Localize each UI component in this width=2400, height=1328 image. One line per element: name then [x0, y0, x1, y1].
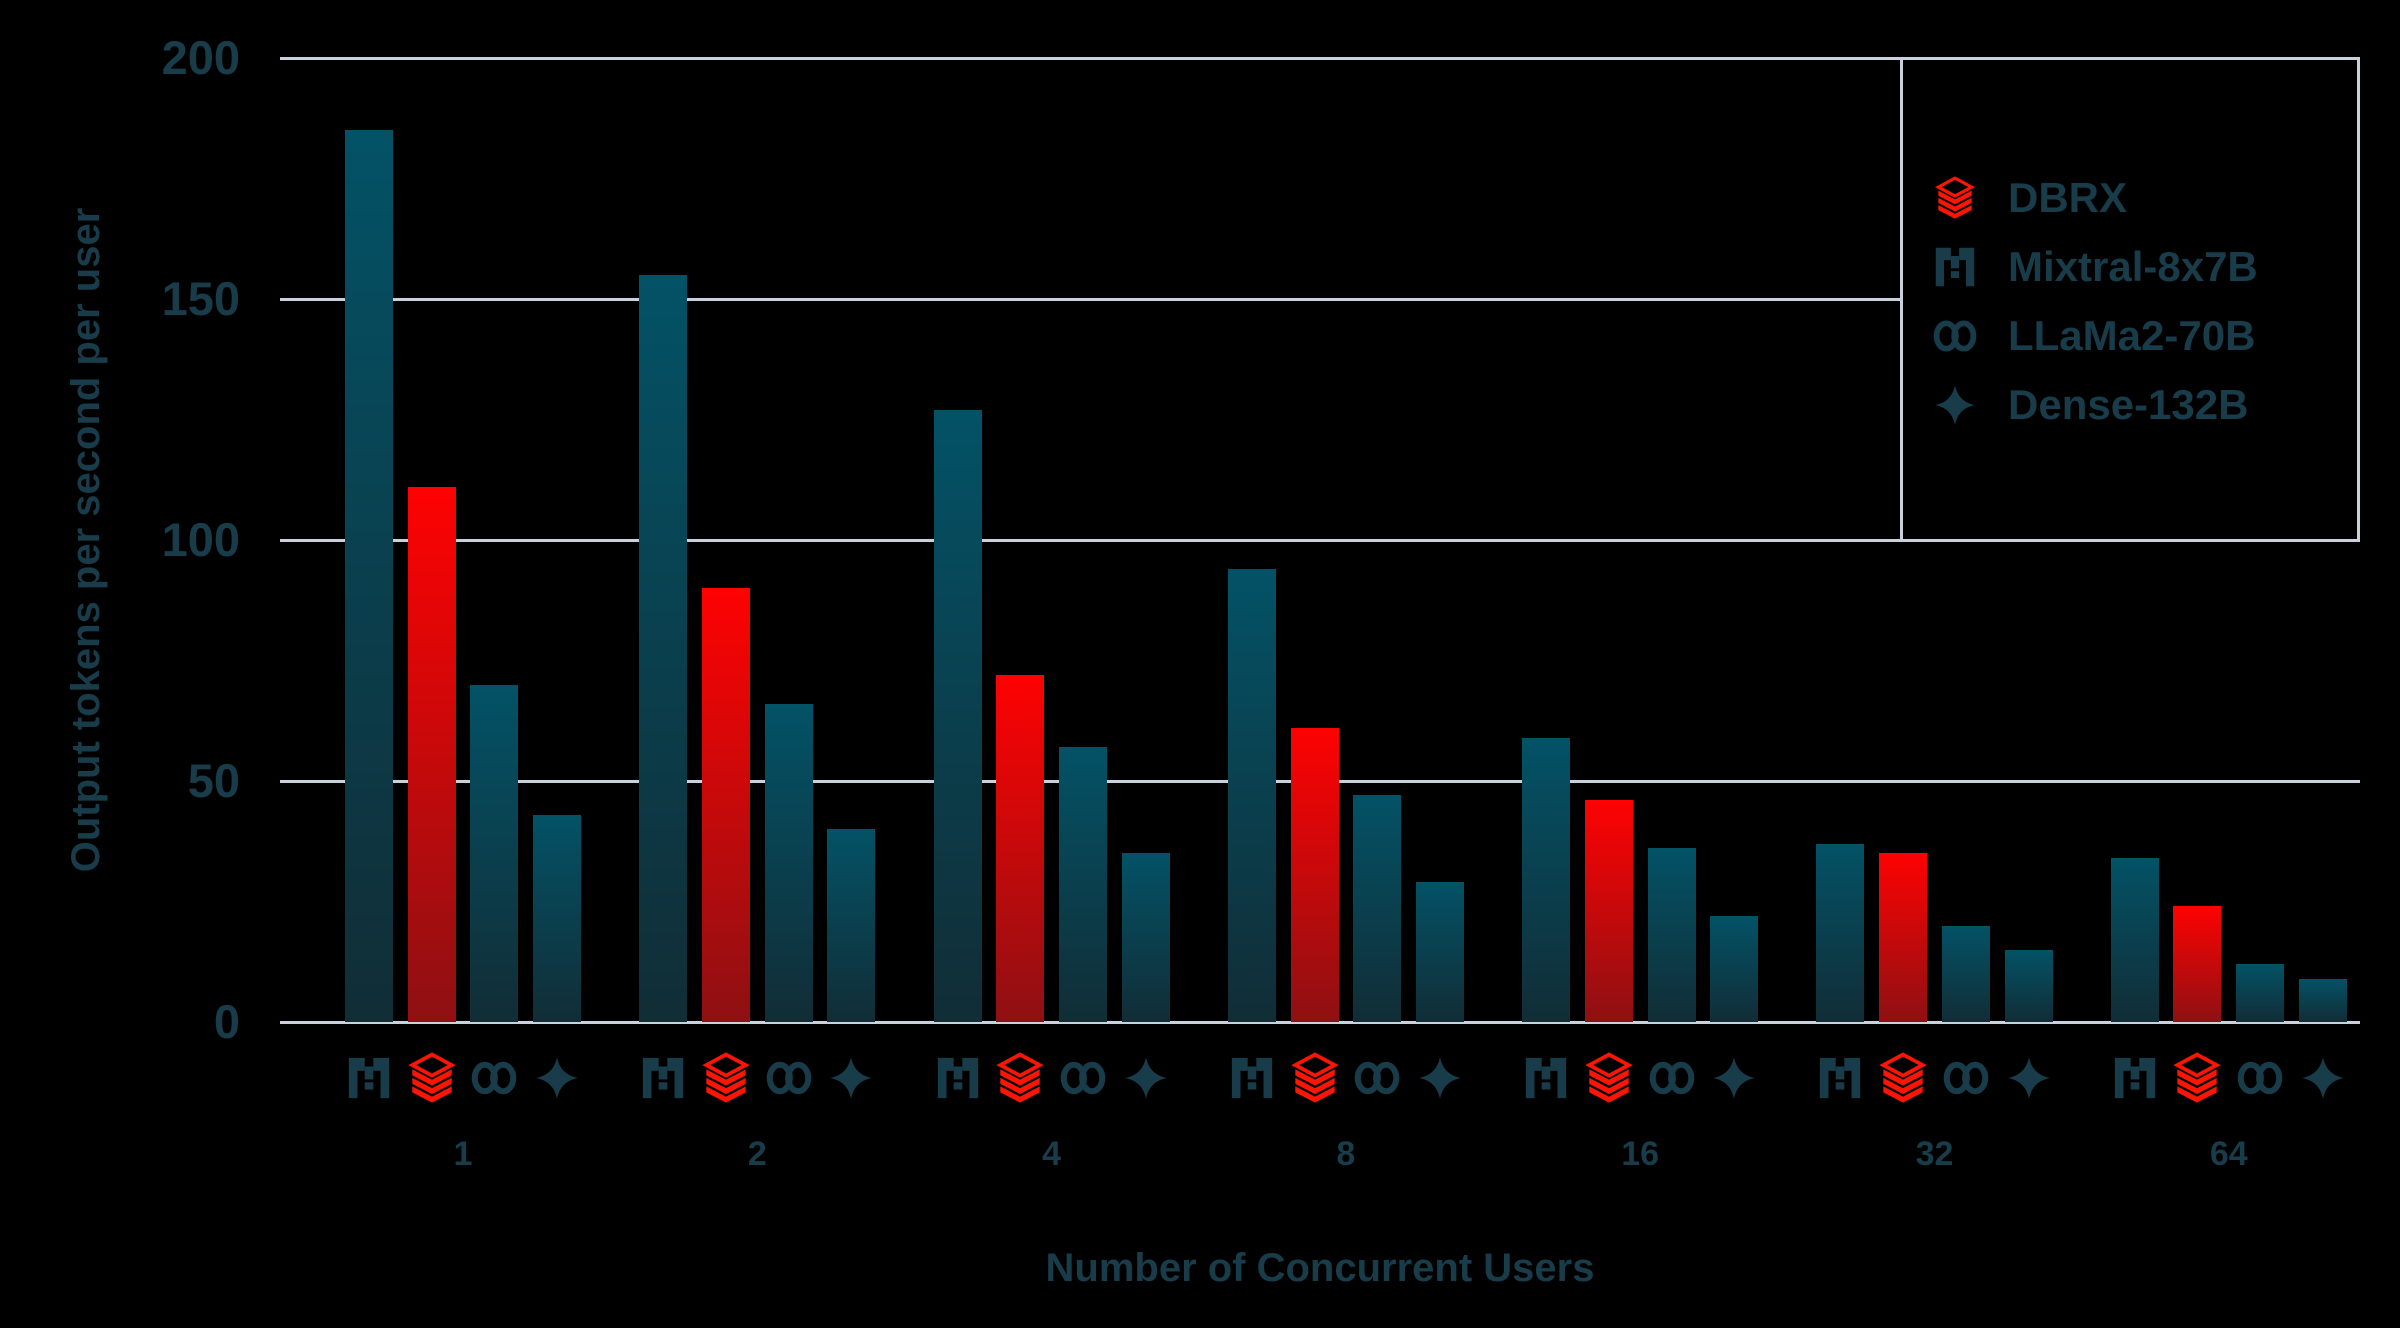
bar-dbrx-users-32 [1879, 853, 1928, 1022]
databricks-logo-icon [406, 1052, 458, 1104]
legend-label: LLaMa2-70B [2008, 312, 2256, 359]
bar-llama2-70b-users-2 [764, 703, 813, 1022]
databricks-logo-icon [1932, 175, 1978, 221]
y-tick-label-150: 150 [161, 272, 240, 325]
bar-dense-132b-users-1 [533, 814, 582, 1022]
meta-logo-icon [1932, 313, 1978, 359]
bar-mixtral-8x7b-users-1 [344, 130, 393, 1022]
sparkle-icon [825, 1052, 877, 1104]
gridline-100 [280, 538, 2360, 542]
x-tick-label-64: 64 [2209, 1135, 2248, 1173]
x-tick-label-1: 1 [453, 1135, 473, 1173]
x-tick-label-16: 16 [1621, 1135, 1660, 1173]
bar-mixtral-8x7b-users-16 [1522, 737, 1571, 1022]
bar-llama2-70b-users-8 [1353, 795, 1402, 1022]
x-tick-label-8: 8 [1336, 1135, 1356, 1173]
databricks-logo-icon [700, 1052, 752, 1104]
bar-dbrx-users-2 [701, 588, 750, 1022]
bar-dbrx-users-8 [1290, 727, 1339, 1022]
bar-dbrx-users-16 [1584, 800, 1633, 1022]
gridline-150 [280, 297, 1900, 301]
legend-label: Dense-132B [2008, 381, 2249, 428]
bar-dense-132b-users-2 [827, 829, 876, 1022]
sparkle-icon [1708, 1052, 1760, 1104]
databricks-logo-icon [994, 1052, 1046, 1104]
sparkle-icon [2003, 1052, 2055, 1104]
databricks-logo-icon [1877, 1052, 1929, 1104]
meta-logo-icon [2234, 1052, 2286, 1104]
bar-dbrx-users-1 [407, 486, 456, 1022]
bar-dense-132b-users-8 [1415, 882, 1464, 1022]
gridline-0 [280, 1020, 2360, 1024]
bar-dense-132b-users-64 [2298, 978, 2347, 1022]
mistral-logo-icon [932, 1052, 984, 1104]
mistral-logo-icon [343, 1052, 395, 1104]
bar-mixtral-8x7b-users-32 [1816, 843, 1865, 1022]
mistral-logo-icon [1814, 1052, 1866, 1104]
plot-area [280, 56, 2360, 1024]
bar-llama2-70b-users-64 [2236, 964, 2285, 1022]
bar-llama2-70b-users-4 [1058, 747, 1107, 1022]
legend-box-left-border [1900, 58, 1903, 542]
y-tick-label-50: 50 [187, 754, 240, 807]
x-tick-label-4: 4 [1042, 1135, 1062, 1173]
sparkle-icon [2297, 1052, 2349, 1104]
legend-box-right-border [2357, 58, 2360, 542]
bar-mixtral-8x7b-users-2 [639, 274, 688, 1022]
sparkle-icon [1120, 1052, 1172, 1104]
legend: DBRX Mixtral-8x7B LLaMa2-70B Dense-132B [1932, 174, 2258, 428]
bar-dbrx-users-64 [2173, 906, 2222, 1022]
legend-label: Mixtral-8x7B [2008, 243, 2258, 290]
bar-llama2-70b-users-32 [1941, 925, 1990, 1022]
x-axis-title: Number of Concurrent Users [1045, 1246, 1595, 1290]
meta-logo-icon [763, 1052, 815, 1104]
bar-llama2-70b-users-16 [1647, 848, 1696, 1022]
meta-logo-icon [1646, 1052, 1698, 1104]
meta-logo-icon [1940, 1052, 1992, 1104]
mistral-logo-icon [1520, 1052, 1572, 1104]
bar-dbrx-users-4 [996, 674, 1045, 1022]
x-tick-label-2: 2 [747, 1135, 767, 1173]
bar-dense-132b-users-4 [1121, 853, 1170, 1022]
legend-entry-mixtral: Mixtral-8x7B [1932, 243, 2258, 290]
mistral-logo-icon [1932, 244, 1978, 290]
databricks-logo-icon [1289, 1052, 1341, 1104]
sparkle-icon [1414, 1052, 1466, 1104]
bar-dense-132b-users-16 [1710, 915, 1759, 1022]
x-tick-label-32: 32 [1915, 1135, 1954, 1173]
mistral-logo-icon [1226, 1052, 1278, 1104]
y-tick-label-0: 0 [213, 995, 240, 1048]
databricks-logo-icon [1583, 1052, 1635, 1104]
legend-entry-dense: Dense-132B [1932, 381, 2258, 428]
sparkle-icon [531, 1052, 583, 1104]
meta-logo-icon [1057, 1052, 1109, 1104]
mistral-logo-icon [2109, 1052, 2161, 1104]
legend-entry-dbrx: DBRX [1932, 174, 2258, 221]
bar-mixtral-8x7b-users-4 [933, 409, 982, 1022]
legend-entry-llama2: LLaMa2-70B [1932, 312, 2258, 359]
y-tick-label-100: 100 [161, 513, 240, 566]
sparkle-icon [1932, 382, 1978, 428]
bar-llama2-70b-users-1 [470, 684, 519, 1022]
legend-label: DBRX [2008, 174, 2128, 221]
databricks-logo-icon [2171, 1052, 2223, 1104]
y-tick-label-200: 200 [161, 31, 240, 84]
meta-logo-icon [468, 1052, 520, 1104]
gridline-200 [280, 56, 2360, 60]
bar-mixtral-8x7b-users-8 [1227, 568, 1276, 1022]
bar-dense-132b-users-32 [2004, 949, 2053, 1022]
meta-logo-icon [1351, 1052, 1403, 1104]
bar-mixtral-8x7b-users-64 [2110, 858, 2159, 1022]
mistral-logo-icon [637, 1052, 689, 1104]
